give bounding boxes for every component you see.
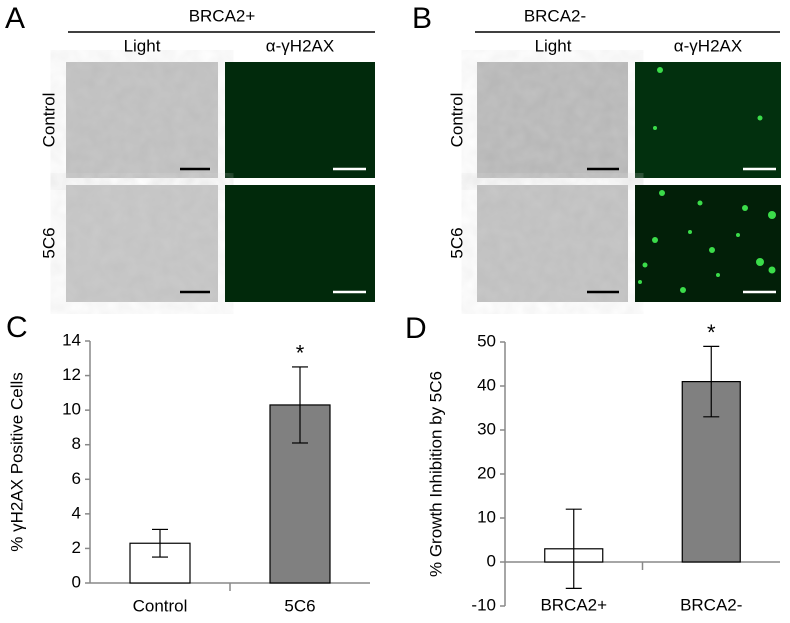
panel-label: A [5,2,25,35]
y-tick-label: 8 [72,434,81,453]
row-label: Control [447,93,466,148]
y-tick-label: 0 [487,551,496,570]
column-label: Light [535,36,572,55]
x-tick-label: Control [133,596,188,615]
fluor-image [225,185,375,302]
y-tick-label: 14 [62,330,81,349]
row-label: Control [39,93,58,148]
y-tick-label: 0 [72,572,81,591]
y-tick-label: 20 [477,463,496,482]
panel-label: C [6,311,28,344]
y-tick-label: 10 [62,400,81,419]
y-tick-label: 2 [72,538,81,557]
fluor-image [635,62,781,178]
y-tick-label: -10 [471,595,496,614]
scale-bars [180,167,776,294]
fluor-image [225,62,375,178]
significance: * [296,341,305,366]
y-tick-label: 10 [477,507,496,526]
y-axis-label: % Growth Inhibition by 5C6 [426,371,445,577]
fluor-image [635,185,781,302]
y-axis-label: % γH2AX Positive Cells [7,372,26,552]
panel-title: BRCA2+ [189,6,256,25]
texture [477,185,628,302]
y-tick-label: 30 [477,419,496,438]
texture [66,62,218,178]
x-tick-label: BRCA2- [680,595,742,614]
panel-label: B [412,2,432,35]
row-label: 5C6 [447,227,466,258]
y-tick-label: 50 [477,331,496,350]
y-tick-label: 40 [477,375,496,394]
x-tick-label: 5C6 [284,596,315,615]
x-tick-label: BRCA2+ [540,595,607,614]
texture [66,185,218,302]
row-label: 5C6 [39,227,58,258]
y-tick-label: 6 [72,469,81,488]
column-label: α-γH2AX [266,36,334,55]
column-label: Light [124,36,161,55]
y-tick-label: 4 [72,503,81,522]
micrographs: A BRCA2+ Light α-γH2AX Control 5C6 B BRC… [5,2,781,302]
panel-title: BRCA2- [524,6,586,25]
panel-label: D [405,312,427,345]
significance: * [707,320,716,345]
foci [638,67,776,293]
y-tick-label: 12 [62,365,81,384]
texture [477,62,628,178]
column-label: α-γH2AX [674,36,742,55]
